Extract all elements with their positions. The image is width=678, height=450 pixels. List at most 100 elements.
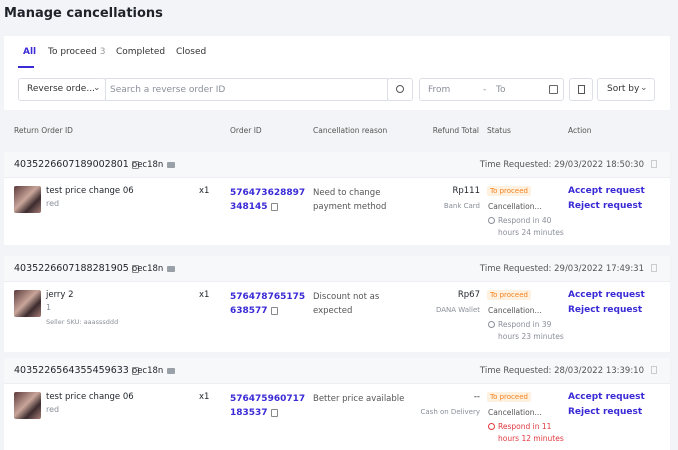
buyer-name: oec18n [132,160,176,170]
copy-icon[interactable] [270,408,278,417]
action-link[interactable]: Reject request [568,305,643,315]
date-separator: - [483,85,487,95]
return-order-id: 4035226607188281905 [14,263,139,274]
refund-amount: Rp67 [457,290,480,300]
order-card: 4035226607189002801 oec18n Time Requested:… [4,152,670,245]
clock-icon [488,321,495,328]
search-button[interactable] [387,78,413,101]
clock-icon [488,217,495,224]
payment-method: Bank Card [443,202,480,210]
order-body: test price change 06 red x1 576473628897348… [4,178,670,245]
payment-method: Cash on Delivery [420,408,481,416]
quantity: x1 [199,392,210,402]
status-detail: Cancellation... [488,202,542,211]
search-type: Reverse orde... [27,84,95,94]
order-card: 4035226564355459633 oec18n Time Requested:… [4,358,670,450]
product-variant: red [46,405,60,414]
copy-icon[interactable] [131,264,139,273]
order-header: 4035226607189002801 oec18n Time Requested:… [4,152,670,178]
copy-icon[interactable] [270,306,278,315]
copy-icon[interactable] [270,202,278,211]
search-input[interactable]: Search a reverse order ID [105,78,388,101]
action-link[interactable]: Accept request [568,186,645,196]
tab[interactable]: Closed [176,47,206,57]
product-name: test price change 06 [46,392,134,402]
quantity: x1 [199,290,210,300]
chat-icon[interactable] [167,265,176,272]
tab-label: Closed [176,47,207,57]
page-title: Manage cancellations [4,6,163,21]
column-header: Order ID [230,126,262,135]
sort-label: Sort by [607,84,640,94]
product-name: test price change 06 [46,186,134,196]
quantity: x1 [199,186,210,196]
order-header: 4035226564355459633 oec18n Time Requested:… [4,358,670,384]
cancellation-reason: Discount not as expected [313,292,380,316]
tab[interactable]: All [23,47,36,57]
tab-label: All [23,47,37,57]
bookmark-button[interactable] [569,78,593,101]
date-range[interactable]: From - To [419,78,564,101]
order-card: 4035226607188281905 oec18n Time Requested:… [4,256,670,352]
respond-deadline: Respond in 39 hours 23 minutes [498,320,564,341]
bookmark-icon [651,366,657,374]
product-image [14,392,41,419]
product-image [14,290,41,317]
search-placeholder: Search a reverse order ID [110,85,226,95]
tab-count: 3 [99,47,106,57]
order-body: jerry 2 1 Seller SKU: aaasssddd x1 576478765… [4,282,670,352]
status-detail: Cancellation... [488,408,542,417]
order-id[interactable]: 576475960717183537 [230,394,306,418]
respond-deadline: Respond in 40 hours 24 minutes [498,216,564,237]
bookmark-icon [651,264,657,272]
order-id[interactable]: 576478765175638577 [230,292,306,316]
order-body: test price change 06 red x1 576475960717183… [4,384,670,450]
sort-button[interactable]: Sort by ⌄ [597,78,655,101]
action-link[interactable]: Reject request [568,407,643,417]
time-requested: Time Requested: 29/03/2022 18:50:30 [479,160,644,170]
refund-amount: Rp111 [452,186,480,196]
return-order-id: 4035226564355459633 [14,365,139,376]
buyer-name: oec18n [132,366,176,376]
action-link[interactable]: Accept request [568,392,645,402]
chat-icon[interactable] [167,367,176,374]
buyer-name: oec18n [132,264,176,274]
tab-label: Completed [116,47,166,57]
tab[interactable]: Completed [116,47,165,57]
bookmark-icon [651,160,657,168]
status-detail: Cancellation... [488,306,542,315]
column-header: Return Order ID [14,126,73,135]
column-header: Cancellation reason [313,126,388,135]
chat-icon[interactable] [167,161,176,168]
cancellation-reason: Better price available [313,394,405,404]
action-link[interactable]: Reject request [568,201,643,211]
date-to: To [496,85,506,95]
product-name: jerry 2 [46,290,74,300]
search-icon [396,85,404,93]
search-type-select[interactable]: Reverse orde... ⌄ [18,78,106,101]
copy-icon[interactable] [131,160,139,169]
calendar-icon [549,85,558,94]
copy-icon[interactable] [131,366,139,375]
column-header: Refund Total [432,126,479,135]
order-id[interactable]: 576473628897348145 [230,188,306,212]
status-badge: To proceed [487,186,531,196]
return-order-id: 4035226607189002801 [14,159,139,170]
product-variant: 1 [46,303,52,312]
cancellation-reason: Need to change payment method [313,188,387,212]
respond-deadline: Respond in 11 hours 12 minutes [498,422,564,443]
seller-sku: Seller SKU: aaasssddd [46,318,119,326]
clock-icon [488,423,495,430]
action-link[interactable]: Accept request [568,290,645,300]
tab-label: To proceed [48,47,97,57]
order-header: 4035226607188281905 oec18n Time Requested:… [4,256,670,282]
column-header: Action [568,126,592,135]
product-variant: red [46,199,60,208]
time-requested: Time Requested: 28/03/2022 13:39:10 [479,366,644,376]
chevron: ⌄ [640,83,648,93]
product-image [14,186,41,213]
tab[interactable]: To proceed 3 [48,47,106,57]
date-from: From [428,85,451,95]
payment-method: DANA Wallet [435,306,480,314]
